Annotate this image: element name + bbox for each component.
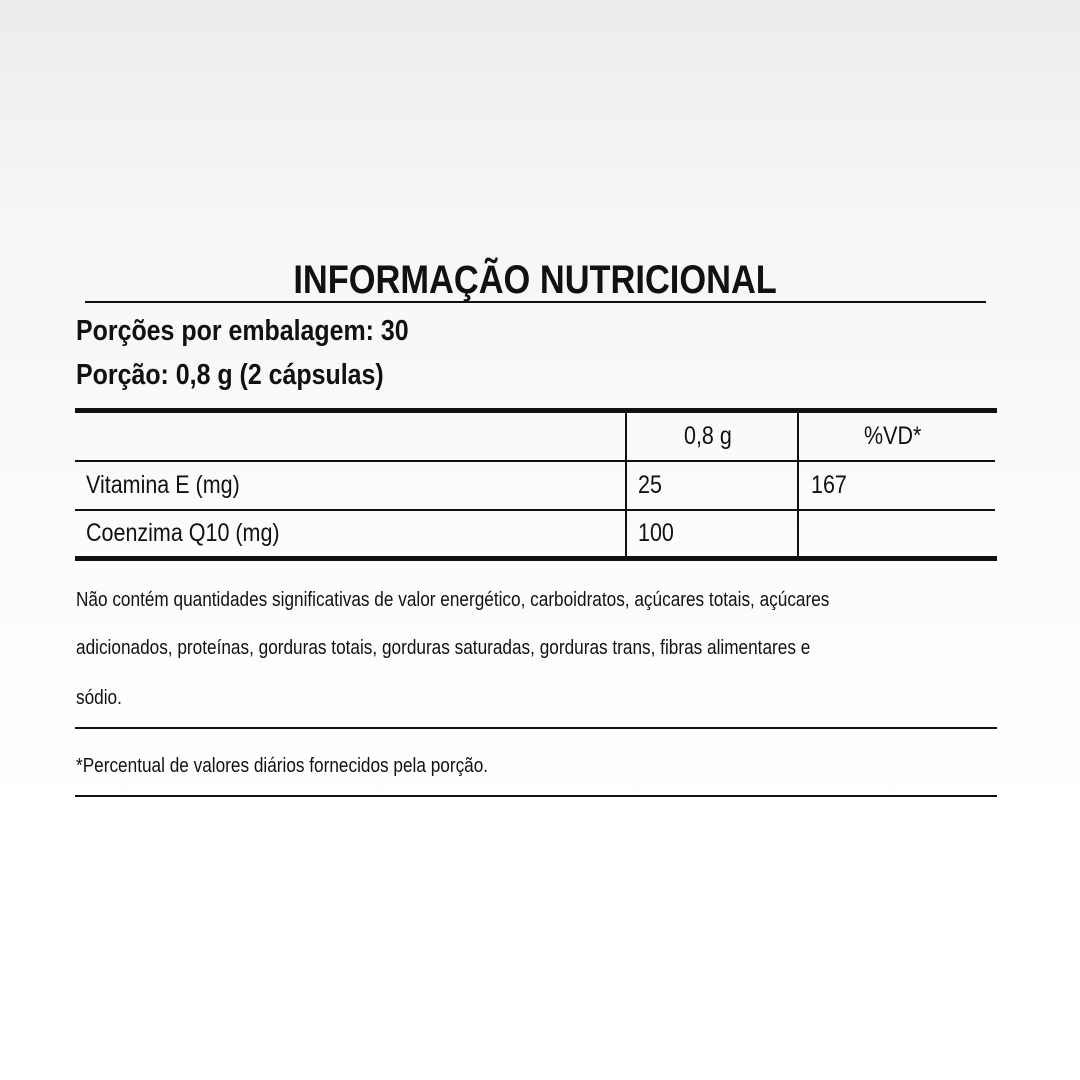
note-line: Não contém quantidades significativas de…	[76, 589, 952, 612]
header-amount: 0,8 g	[684, 422, 740, 451]
table-top-border	[75, 408, 997, 413]
title-divider	[85, 301, 986, 303]
note-line-text: Não contém quantidades significativas de…	[76, 589, 830, 611]
servings-per-package: Porções por embalagem: 30	[76, 315, 463, 348]
label-title-text: INFORMAÇÃO NUTRICIONAL	[293, 258, 777, 302]
note-line-text: adicionados, proteínas, gorduras totais,…	[76, 637, 811, 659]
header-dv: %VD*	[864, 422, 931, 451]
nutrient-amount-text: 25	[638, 471, 662, 499]
row-divider	[75, 509, 995, 511]
nutrient-amount: 100	[638, 519, 680, 548]
nutrient-name: Vitamina E (mg)	[86, 471, 265, 500]
table-bottom-border	[75, 556, 997, 561]
notes-divider	[75, 727, 997, 729]
note-line: adicionados, proteínas, gorduras totais,…	[76, 637, 930, 660]
footnote-divider	[75, 795, 997, 797]
serving-size: Porção: 0,8 g (2 cápsulas)	[76, 359, 434, 392]
column-divider	[625, 413, 627, 557]
header-dv-text: %VD*	[864, 422, 922, 450]
nutrient-name: Coenzima Q10 (mg)	[86, 519, 311, 548]
nutrient-amount: 25	[638, 471, 666, 500]
column-divider	[797, 413, 799, 557]
label-title: INFORMAÇÃO NUTRICIONAL	[0, 258, 1070, 303]
nutrient-name-text: Coenzima Q10 (mg)	[86, 519, 280, 547]
nutrient-name-text: Vitamina E (mg)	[86, 471, 240, 499]
row-divider	[75, 460, 995, 462]
note-line: sódio.	[76, 687, 129, 710]
header-amount-text: 0,8 g	[684, 422, 732, 450]
servings-per-package-text: Porções por embalagem: 30	[76, 315, 409, 347]
note-line-text: sódio.	[76, 687, 122, 709]
serving-size-text: Porção: 0,8 g (2 cápsulas)	[76, 359, 384, 391]
nutrient-amount-text: 100	[638, 519, 674, 547]
footnote: *Percentual de valores diários fornecido…	[76, 755, 555, 778]
nutrient-dv-text: 167	[811, 471, 847, 499]
footnote-text: *Percentual de valores diários fornecido…	[76, 755, 489, 777]
nutrient-dv: 167	[811, 471, 853, 500]
